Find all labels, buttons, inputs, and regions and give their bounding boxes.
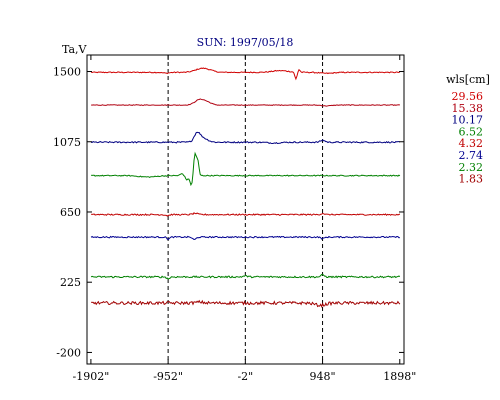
y-tick-label: 1075	[53, 136, 81, 149]
legend-item: 15.38	[452, 102, 484, 115]
legend-item: 10.17	[452, 114, 484, 127]
chart-title: SUN: 1997/05/18	[197, 36, 294, 49]
legend-title: wls[cm]	[446, 73, 490, 86]
series-line-4	[91, 212, 401, 217]
series-line-6	[90, 273, 401, 280]
legend-item: 4.32	[459, 137, 484, 150]
legend-item: 29.56	[452, 90, 484, 103]
legend-item: 1.83	[459, 173, 484, 186]
x-tick-label: -1902"	[73, 370, 110, 383]
y-axis-label: Ta,V	[62, 43, 88, 56]
x-axis-ticks: -1902" -952" -2" 948" 1898"	[73, 55, 416, 383]
series-line-5	[90, 235, 400, 241]
legend-item: 2.32	[459, 161, 484, 174]
y-axis-ticks: 1500 1075 650 225 -200	[53, 66, 404, 359]
series-group	[90, 67, 401, 308]
y-tick-label: 650	[60, 206, 81, 219]
x-tick-label: 948"	[310, 370, 336, 383]
series-line-0	[90, 67, 401, 81]
y-tick-label: 225	[60, 276, 81, 289]
series-line-1	[91, 98, 400, 107]
series-line-7	[91, 299, 401, 308]
legend-item: 6.52	[459, 125, 484, 138]
series-line-2	[91, 131, 401, 145]
x-tick-label: -952"	[153, 370, 183, 383]
legend-item: 2.74	[459, 149, 484, 162]
y-tick-label: 1500	[53, 66, 81, 79]
series-line-3	[91, 151, 401, 187]
vertical-reference-lines	[167, 55, 324, 364]
x-tick-label: 1898"	[383, 370, 416, 383]
x-tick-label: -2"	[237, 370, 253, 383]
y-tick-label: -200	[56, 346, 81, 359]
